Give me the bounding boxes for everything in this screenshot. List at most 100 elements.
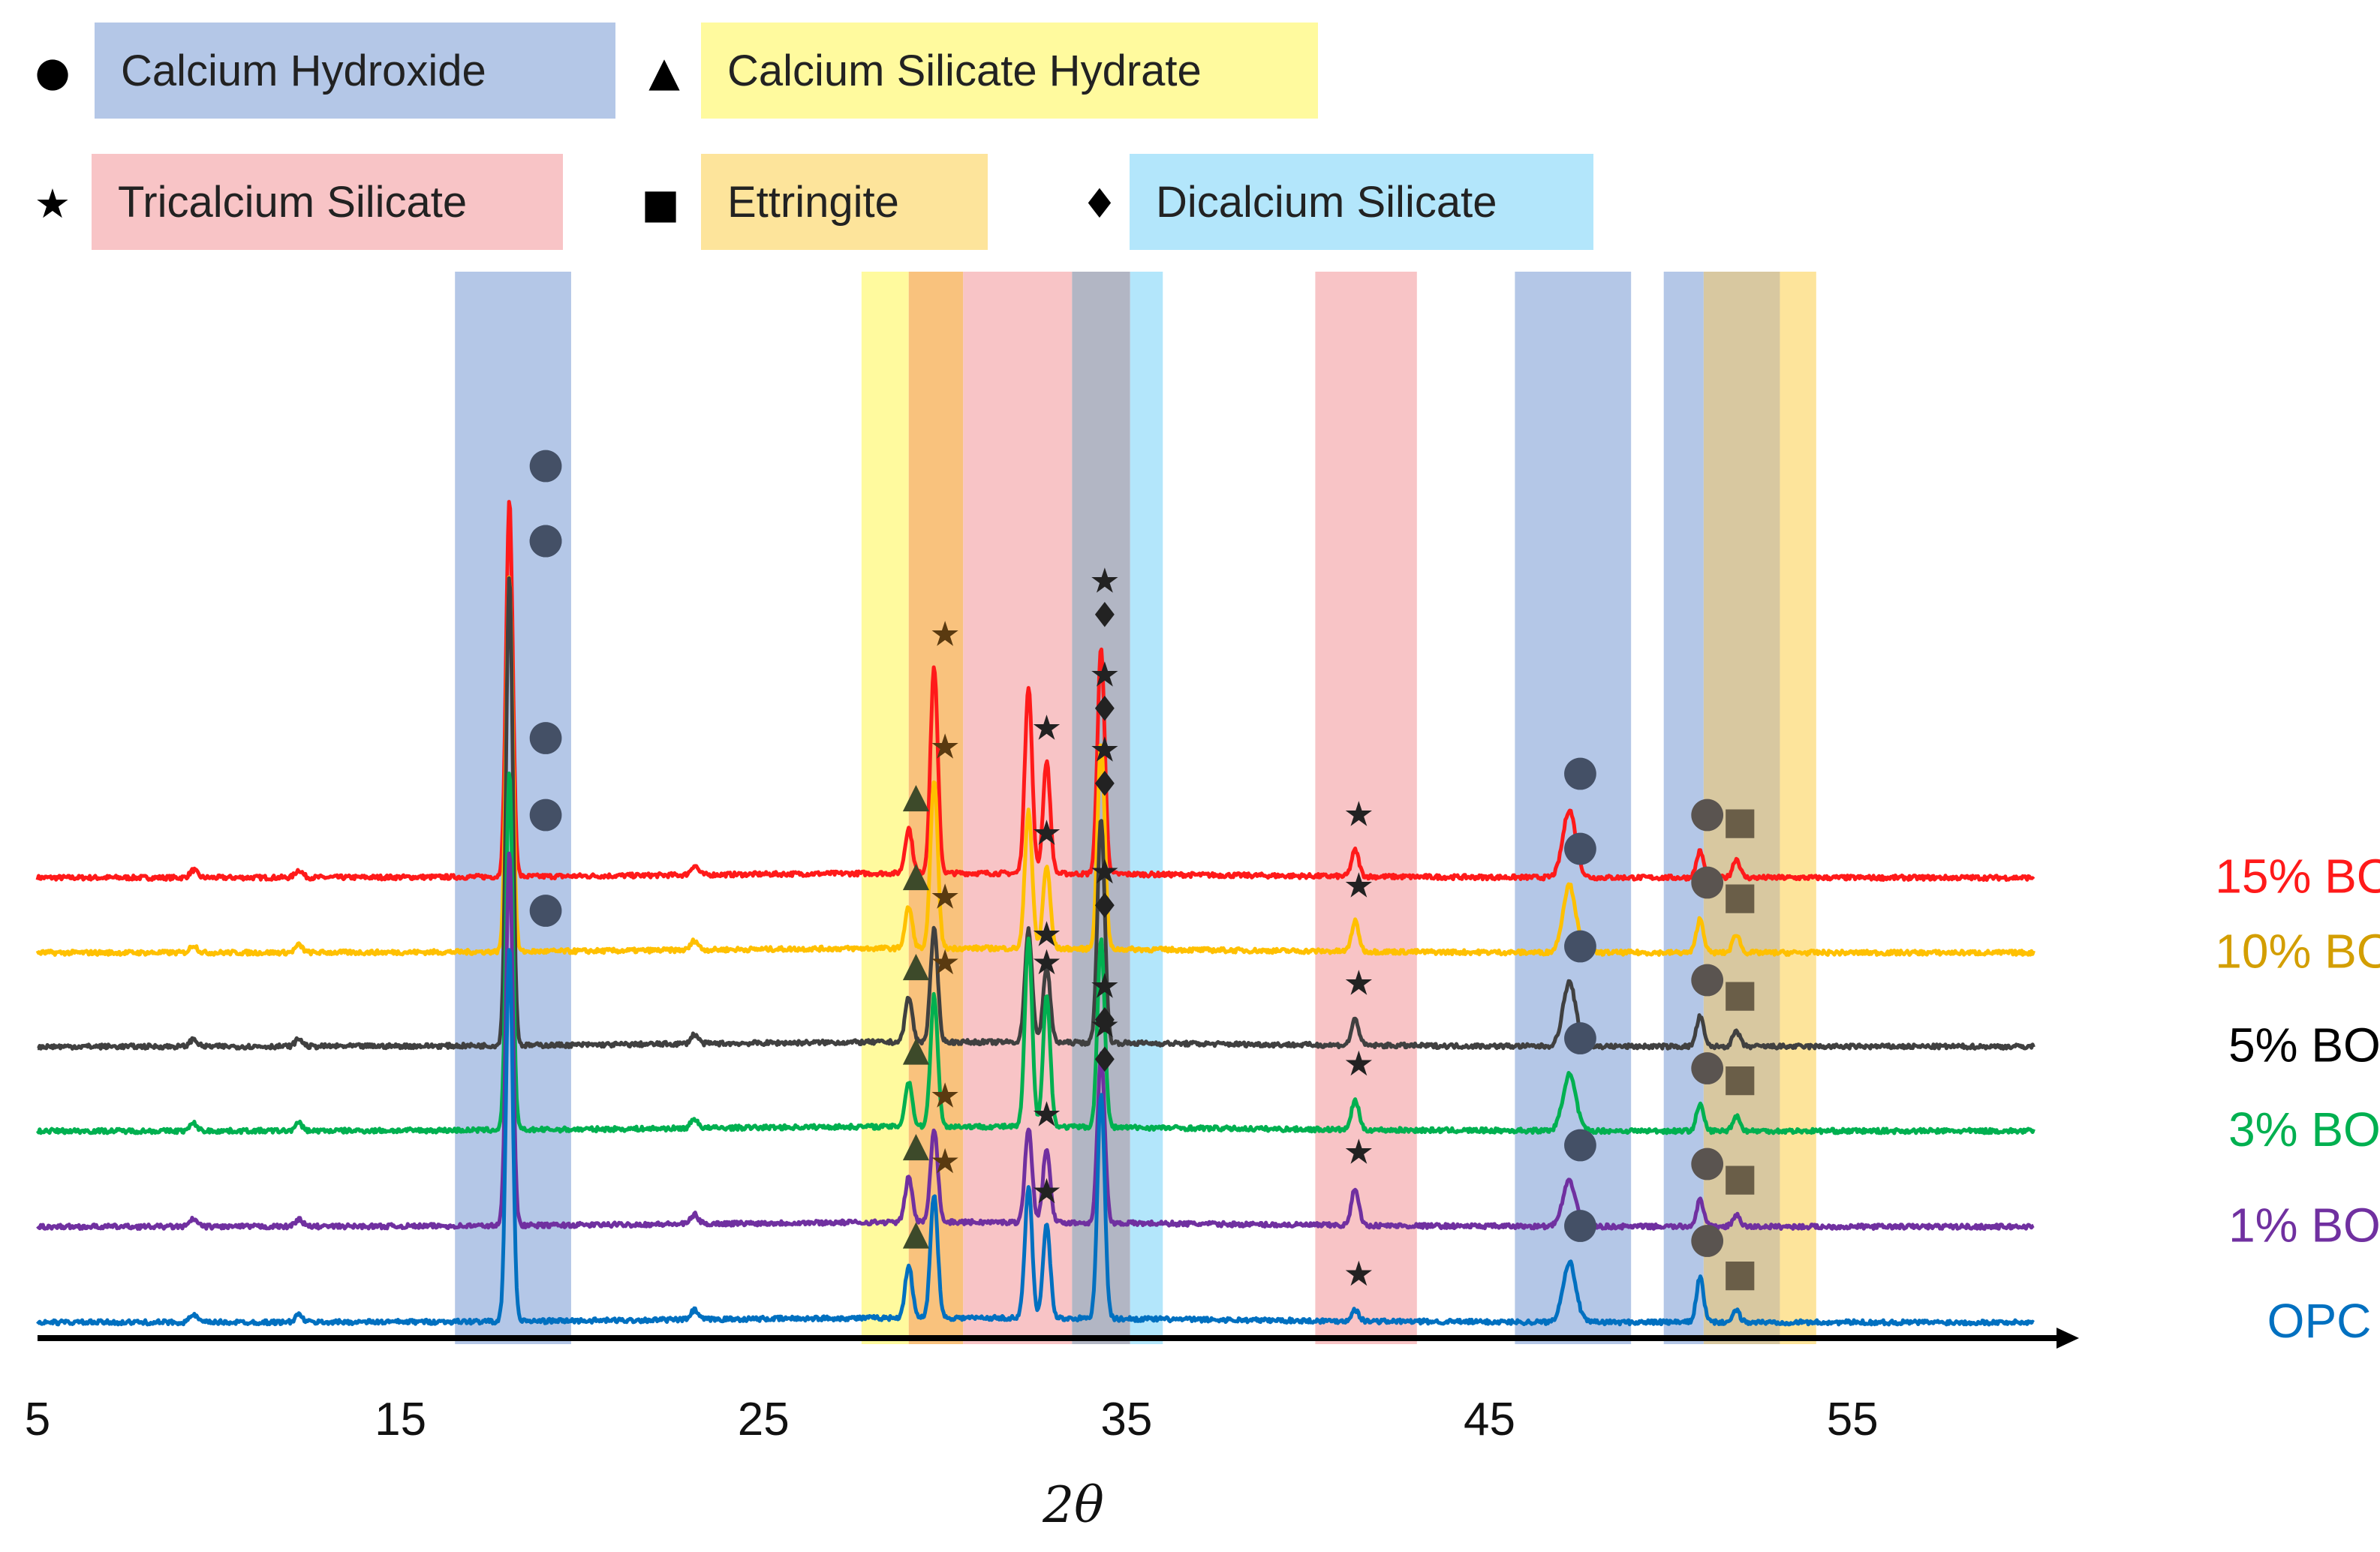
series-label: OPC xyxy=(2267,1294,2372,1348)
peak-marker-icon: ▲ xyxy=(903,854,930,895)
legend-item-csh: ▲ Calcium Silicate Hydrate xyxy=(648,23,1318,119)
band-ch xyxy=(1663,272,1704,1344)
series-line-5 xyxy=(36,948,2035,1327)
peak-marker-icon: ★ xyxy=(1343,1132,1374,1172)
legend-label: Calcium Silicate Hydrate xyxy=(727,47,1202,95)
peak-marker-icon: ■ xyxy=(1723,874,1758,918)
peak-marker-icon: ● xyxy=(1562,1118,1599,1167)
band-ch xyxy=(1515,272,1632,1344)
peak-marker-icon: ▲ xyxy=(903,1124,930,1165)
peak-marker-icon: ★ xyxy=(929,1141,960,1181)
peak-marker-icon: ■ xyxy=(1723,1156,1758,1199)
peak-marker-icon: ■ xyxy=(1723,972,1758,1015)
peak-marker-icon: ★ xyxy=(1089,966,1120,1006)
legend-marker-icon: ■ xyxy=(641,180,679,227)
x-tick-label: 15 xyxy=(375,1394,426,1445)
legend: ● Calcium Hydroxide ▲ Calcium Silicate Hydr… xyxy=(35,23,1593,250)
peak-marker-icon: ▲ xyxy=(903,1028,930,1069)
legend-label: Calcium Hydroxide xyxy=(121,47,486,95)
x-axis-title: 2θ xyxy=(1042,1476,1104,1534)
series-labels: 15% BOF 10% BOF 5% BOF 3% BOF 1% BOF OPC xyxy=(2215,850,2380,1349)
band-c2s xyxy=(1130,272,1163,1344)
peak-marker-icon: ★ xyxy=(1089,654,1120,695)
x-axis-arrow-icon xyxy=(2057,1328,2079,1349)
peak-marker-icon: ★ xyxy=(1031,1094,1062,1135)
peak-marker-icon: ★ xyxy=(1343,1253,1374,1294)
band-c3s xyxy=(1315,272,1417,1344)
legend-swatch xyxy=(701,23,1318,119)
peak-marker-icon: ● xyxy=(1689,856,1726,904)
peak-marker-icon: ★ xyxy=(1031,942,1062,982)
peak-marker-icon: ● xyxy=(1689,1041,1726,1090)
x-axis: 5 15 25 35 45 55 2θ xyxy=(25,1328,2079,1534)
peak-marker-icon: ● xyxy=(528,514,564,563)
series-label: 5% BOF xyxy=(2228,1018,2380,1072)
peak-marker-icon: ● xyxy=(528,711,564,759)
legend-marker-icon: ▲ xyxy=(648,48,680,95)
peak-marker-icon: ★ xyxy=(1089,851,1120,892)
peak-marker-icon: ■ xyxy=(1723,1056,1758,1099)
peak-marker-icon: ★ xyxy=(1031,813,1062,853)
peak-marker-icon: ● xyxy=(528,883,564,932)
peak-marker-icon: ★ xyxy=(929,877,960,917)
peak-marker-icon: ★ xyxy=(1343,794,1374,835)
band-csh xyxy=(861,272,909,1344)
legend-item-ch: ● Calcium Hydroxide xyxy=(35,23,615,119)
peak-marker-icon: ★ xyxy=(929,942,960,982)
peak-marker-icon: ★ xyxy=(929,614,960,654)
peak-marker-icon: ♦ xyxy=(1089,689,1120,729)
peak-marker-icon: ● xyxy=(528,439,564,488)
peak-marker-icon: ★ xyxy=(1031,914,1062,955)
peak-marker-icon: ★ xyxy=(1089,729,1120,770)
series-label: 15% BOF xyxy=(2215,850,2380,904)
peak-marker-icon: ● xyxy=(1689,953,1726,1002)
band-ett xyxy=(1780,272,1816,1344)
peak-marker-icon: ● xyxy=(528,788,564,837)
peak-marker-icon: ■ xyxy=(1723,799,1758,843)
peak-marker-icon: ★ xyxy=(1031,1171,1062,1211)
peak-markers: ●▲★★★♦★●●■●▲★★★♦★●●■●▲★★★♦★●●■●▲★ ★★♦★●●■… xyxy=(528,439,1758,1295)
peak-marker-icon: ● xyxy=(1562,747,1599,796)
peak-marker-icon: ● xyxy=(528,514,564,563)
legend-marker-icon: ★ xyxy=(35,180,71,227)
legend-swatch xyxy=(1130,154,1593,250)
series-label: 3% BOF xyxy=(2228,1102,2380,1156)
peak-marker-icon: ■ xyxy=(1723,1251,1758,1295)
series-line-3 xyxy=(35,771,2035,1135)
series-line-2 xyxy=(37,576,2035,1051)
peak-marker-icon: ● xyxy=(1689,1214,1726,1262)
series-label: 1% BOF xyxy=(2228,1199,2380,1253)
series-line-4 xyxy=(36,851,2035,1231)
series-line-0 xyxy=(35,500,2035,882)
peak-marker-icon: ★ xyxy=(1343,865,1374,906)
legend-swatch xyxy=(701,154,988,250)
peak-marker-icon: ● xyxy=(1689,788,1726,837)
legend-swatch xyxy=(95,23,615,119)
phase-bands xyxy=(455,272,1816,1344)
peak-marker-icon: ● xyxy=(1689,1137,1726,1186)
x-tick-label: 55 xyxy=(1827,1394,1879,1445)
legend-item-ett: ■ Ettringite xyxy=(641,154,988,250)
series-line-1 xyxy=(35,575,2035,957)
peak-marker-icon: ● xyxy=(1562,1011,1599,1060)
x-tick-label: 5 xyxy=(25,1394,50,1445)
peak-marker-icon: ★ xyxy=(929,1075,960,1116)
legend-item-c3s: ★ Tricalcium Silicate xyxy=(35,154,563,250)
peak-marker-icon: ★ xyxy=(1343,963,1374,1003)
x-tick-label: 35 xyxy=(1100,1394,1152,1445)
series-label: 10% BOF xyxy=(2215,925,2380,979)
legend-label: Tricalcium Silicate xyxy=(118,178,467,227)
peak-marker-icon: ▲ xyxy=(903,775,930,816)
band-c3s xyxy=(963,272,1073,1344)
legend-marker-icon: ♦ xyxy=(1082,180,1118,227)
peak-marker-icon: ★ xyxy=(1089,1005,1120,1045)
peak-marker-icon: ♦ xyxy=(1089,1039,1120,1080)
x-tick-label: 45 xyxy=(1464,1394,1515,1445)
band-ch_ett xyxy=(1703,272,1780,1344)
peak-marker-icon: ★ xyxy=(1343,1043,1374,1084)
peak-marker-icon: ♦ xyxy=(1089,595,1120,636)
peak-marker-icon: ▲ xyxy=(903,1212,930,1253)
legend-marker-icon: ● xyxy=(35,48,70,95)
legend-label: Ettringite xyxy=(727,178,899,227)
